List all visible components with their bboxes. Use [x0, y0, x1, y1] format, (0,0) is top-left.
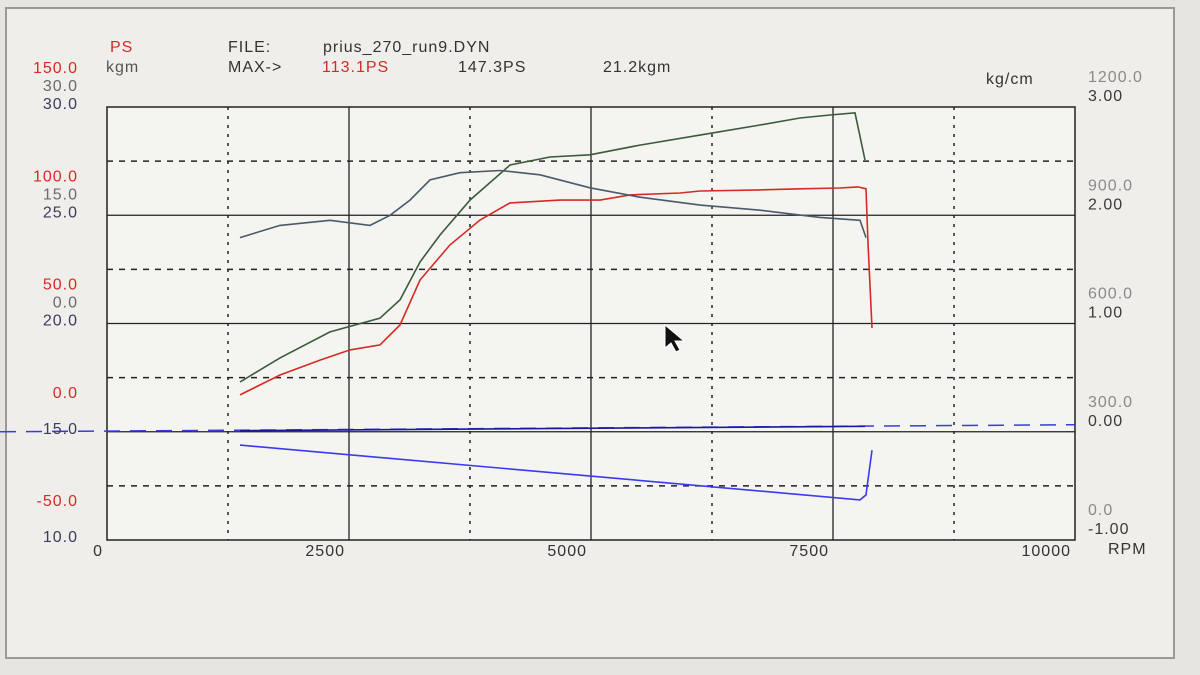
- max-label: MAX->: [228, 59, 282, 76]
- file-name: prius_270_run9.DYN: [323, 39, 490, 56]
- y2-tick-label: -1.00: [1088, 521, 1129, 538]
- x-axis-label: RPM: [1108, 541, 1147, 558]
- series-line: [239, 444, 873, 501]
- reference-line: [0, 424, 1076, 433]
- y-tick-label: 30.0: [43, 78, 78, 95]
- y2-tick-label: 1200.0: [1088, 69, 1143, 86]
- y-tick-label: 20.0: [43, 313, 78, 330]
- y-tick-label: 15.0: [43, 421, 78, 438]
- max-value: 113.1PS: [322, 59, 389, 76]
- x-tick-label: 2500: [305, 543, 345, 560]
- y-tick-label: 30.0: [43, 96, 78, 113]
- y-tick-label: 10.0: [43, 529, 78, 546]
- y-tick-label: 150.0: [33, 60, 78, 77]
- y2-tick-label: 0.00: [1088, 413, 1123, 430]
- y-tick-label: 50.0: [43, 277, 78, 294]
- max-value: 147.3PS: [458, 59, 526, 76]
- axis-title: PS: [110, 39, 133, 56]
- max-value: 21.2kgm: [603, 59, 671, 76]
- y-tick-label: 100.0: [33, 168, 78, 185]
- y-tick-label: 0.0: [53, 295, 78, 312]
- x-tick-label: 10000: [1022, 543, 1072, 560]
- y-tick-label: 25.0: [43, 204, 78, 221]
- series-line: [239, 111, 866, 383]
- y2-tick-label: 2.00: [1088, 196, 1123, 213]
- x-tick-label: 0: [93, 543, 103, 560]
- series-line: [239, 169, 867, 239]
- series-line: [239, 425, 866, 432]
- y2-tick-label: 0.0: [1088, 502, 1113, 519]
- file-label: FILE:: [228, 39, 271, 56]
- y2-tick-label: 300.0: [1088, 394, 1133, 411]
- mouse-cursor: [664, 323, 686, 353]
- y-tick-label: 15.0: [43, 186, 78, 203]
- y-tick-label: -50.0: [37, 493, 78, 510]
- y-tick-label: 0.0: [53, 385, 78, 402]
- y2-tick-label: 1.00: [1088, 305, 1123, 322]
- axis-title: kgm: [106, 59, 139, 76]
- y2-tick-label: 3.00: [1088, 88, 1123, 105]
- x-tick-label: 7500: [789, 543, 829, 560]
- series-line: [239, 186, 873, 396]
- y2-tick-label: 900.0: [1088, 177, 1133, 194]
- axis-title: kg/cm: [986, 71, 1034, 88]
- y2-tick-label: 600.0: [1088, 286, 1133, 303]
- x-tick-label: 5000: [547, 543, 587, 560]
